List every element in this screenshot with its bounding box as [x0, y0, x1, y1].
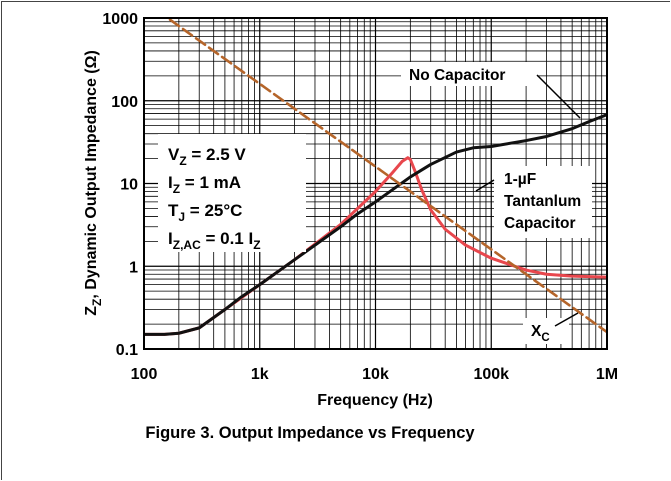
- x-axis-label: Frequency (Hz): [317, 392, 433, 409]
- condition-iz: IZ = 1 mA: [168, 173, 241, 196]
- series-layer: [144, 18, 607, 336]
- x-tick-label: 10k: [362, 366, 389, 383]
- x-tick-label: 1k: [251, 366, 269, 383]
- series-line-xc: [165, 18, 607, 334]
- x-tick-label: 100k: [473, 366, 509, 383]
- series-line-no-capacitor: [144, 113, 607, 336]
- conditions-box: VZ = 2.5 V IZ = 1 mA TJ = 25°C IZ,AC = 0…: [158, 134, 306, 252]
- condition-vz: VZ = 2.5 V: [168, 145, 246, 168]
- annotation-xc: XC: [523, 312, 579, 344]
- condition-tj: TJ = 25°C: [168, 201, 242, 224]
- x-tick-label: 1M: [596, 366, 618, 383]
- figure-caption: Figure 3. Output Impedance vs Frequency: [145, 424, 475, 442]
- annotation-no-capacitor: No Capacitor: [401, 62, 581, 119]
- y-tick-label: 0.1: [116, 342, 138, 359]
- annotation-tantalum-capacitor: 1-µF Tantanlum Capacitor: [475, 166, 592, 238]
- y-tick-label: 100: [111, 94, 138, 111]
- condition-izac: IZ,AC = 0.1 IZ: [168, 229, 261, 252]
- x-tick-labels: 100 1k 10k 100k 1M: [131, 366, 618, 383]
- y-tick-label: 1: [129, 259, 138, 276]
- svg-text:Capacitor: Capacitor: [504, 215, 576, 232]
- y-axis-label: ZZ, Dynamic Output Impedance (Ω): [83, 50, 104, 316]
- x-tick-label: 100: [131, 366, 158, 383]
- svg-text:Tantanlum: Tantanlum: [504, 193, 581, 210]
- svg-text:XC: XC: [531, 323, 550, 344]
- y-tick-labels: 0.1 1 10 100 1000: [102, 11, 138, 359]
- y-tick-label: 1000: [102, 11, 138, 28]
- y-tick-label: 10: [120, 177, 138, 194]
- plot-border: [143, 17, 608, 350]
- svg-text:No Capacitor: No Capacitor: [409, 67, 505, 84]
- svg-text:1-µF: 1-µF: [504, 171, 536, 188]
